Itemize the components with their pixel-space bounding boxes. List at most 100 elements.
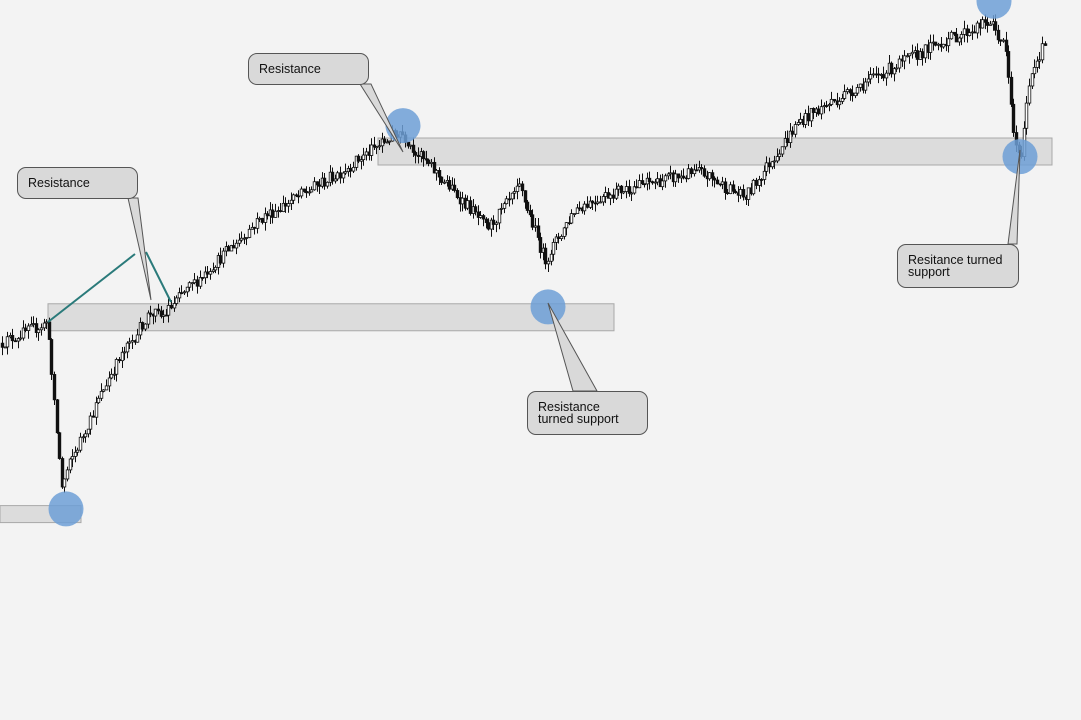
candle-body [980,19,985,29]
candle-body [616,185,621,190]
candle-body [260,217,265,223]
candle-body [842,91,847,99]
callout-resistance-1: Resistance [17,167,138,199]
candle-body [291,194,296,201]
candle-body [751,179,756,195]
candle-body [1001,39,1006,42]
candle-body [10,335,15,342]
candle-body [699,167,704,170]
candle-body [255,218,260,229]
candle-body [146,312,151,325]
candle-body [608,194,613,199]
candle-body [629,192,634,195]
candle-body [473,206,478,213]
highlight-marker-top [976,0,1012,19]
candles-layer [0,14,1048,494]
candle-body [198,277,203,287]
candle-body [1027,85,1032,104]
candle-body [1040,43,1045,61]
candle-body [302,188,307,192]
candle-body [416,154,421,157]
candle-body [515,185,520,192]
candle-body [775,156,780,162]
candle-body [855,87,860,94]
candle-body [676,173,681,179]
candle-body [850,92,855,97]
candle-body [382,138,387,143]
candle-body [49,339,54,375]
candle-body [936,43,941,46]
candle-body [621,191,626,194]
candle-body [829,98,834,105]
candle-body [478,215,483,218]
candle-body [257,217,262,220]
candle-body [627,186,632,194]
candle-body [354,155,359,168]
candle-body [91,415,96,418]
candle-body [663,175,668,182]
candle-body [192,279,197,284]
candle-body [211,269,216,272]
candle-body [837,101,842,106]
candle-body [263,213,268,223]
candle-body [31,323,36,325]
candle-body [117,359,122,362]
candle-body [153,308,158,317]
candle-body [36,329,41,334]
candle-body [840,98,845,102]
candle-body [289,199,294,204]
candle-body [902,55,907,62]
candle-body [588,200,593,208]
candle-body [881,74,886,79]
candle-body [728,184,733,195]
trendline-layer [47,251,172,323]
candle-body [13,340,18,343]
candle-body [29,323,34,327]
candle-body [213,266,218,271]
candle-body [101,389,106,392]
candle-body [343,171,348,174]
candle-body [894,67,899,70]
candle-body [426,159,431,164]
candle-body [546,260,551,265]
candle-body [143,323,148,330]
candle-body [270,209,275,218]
candle-body [816,108,821,115]
candle-body [455,190,460,199]
candle-body [972,31,977,34]
candle-body [694,169,699,172]
candle-body [421,151,426,160]
candle-body [868,74,873,80]
candle-body [166,305,171,316]
candle-body [231,245,236,249]
candle-body [39,327,44,331]
candle-body [806,113,811,122]
candle-body [65,469,70,480]
zones-layer [0,137,1053,524]
candle-body [702,168,707,177]
candle-body [185,286,190,293]
candle-body [788,130,793,144]
candle-body [44,321,49,324]
candle-body [975,22,980,34]
candle-body [468,200,473,214]
price-zone-zone-2 [377,137,1053,166]
candle-body [796,122,801,125]
candle-body [294,194,299,197]
candle-body [577,207,582,210]
candle-body [892,68,897,75]
candle-body [3,346,8,349]
candle-body [75,449,80,453]
candle-body [595,201,600,204]
candle-body [330,171,335,182]
candle-body [523,190,528,203]
candle-body [762,170,767,180]
trendline-left [47,253,136,323]
candle-body [203,271,208,279]
candle-body [946,38,951,47]
candle-body [299,188,304,197]
candle-body [265,213,270,217]
candle-body [569,213,574,224]
candle-body [741,189,746,198]
candle-body [673,173,678,183]
